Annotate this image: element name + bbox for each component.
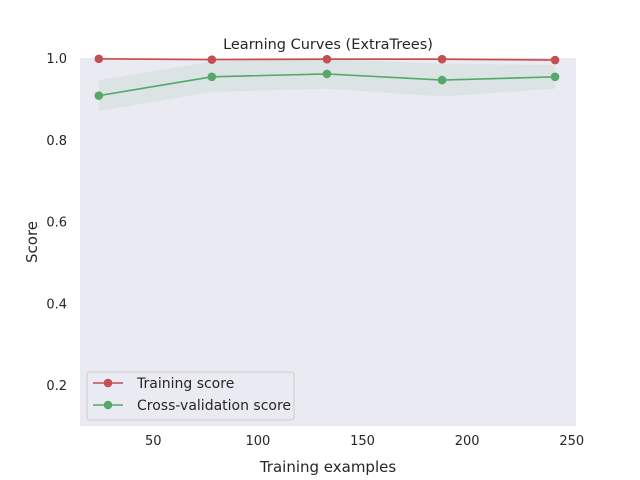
- chart-title: Learning Curves (ExtraTrees): [223, 37, 433, 53]
- y-tick-label: 0.4: [46, 297, 67, 312]
- training-score-point: [94, 54, 104, 64]
- legend-label-training: Training score: [136, 376, 234, 392]
- x-tick-label: 50: [145, 434, 162, 449]
- y-tick-label: 1.0: [46, 52, 67, 67]
- y-tick-label: 0.2: [46, 379, 67, 394]
- series-markers: [94, 54, 560, 100]
- legend: Training score Cross-validation score: [86, 371, 295, 421]
- cv-score-point: [94, 91, 104, 100]
- x-axis-label: Training examples: [259, 458, 397, 476]
- y-axis-ticks: 0.2 0.4 0.6 0.8 1.0: [46, 52, 67, 394]
- cv-score-band: [98, 59, 556, 112]
- legend-label-cv: Cross-validation score: [137, 398, 291, 414]
- y-tick-label: 0.6: [46, 216, 67, 231]
- legend-marker-cv: [103, 400, 113, 410]
- x-tick-label: 250: [559, 434, 584, 449]
- x-axis-ticks: 50 100 150 200 250: [145, 434, 584, 449]
- legend-box: [86, 371, 295, 421]
- legend-marker-training: [103, 378, 113, 388]
- y-tick-label: 0.8: [46, 134, 67, 149]
- plot-area: [80, 58, 576, 426]
- cv-score-point: [322, 69, 332, 79]
- cv-score-point: [207, 72, 217, 82]
- x-tick-label: 150: [350, 434, 375, 449]
- cv-score-point: [550, 72, 560, 82]
- x-tick-label: 100: [245, 434, 270, 449]
- y-axis-label: Score: [23, 221, 41, 263]
- training-score-point: [207, 55, 217, 64]
- training-score-point: [550, 55, 560, 65]
- x-tick-label: 200: [455, 434, 480, 449]
- training-score-point: [322, 54, 332, 64]
- cv-score-point: [437, 75, 447, 85]
- training-score-point: [437, 54, 447, 64]
